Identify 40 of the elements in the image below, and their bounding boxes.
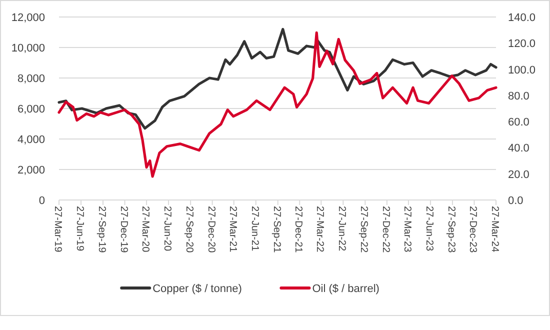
y2-tick-label: 60.0 bbox=[508, 116, 530, 129]
legend-label: Oil ($ / barrel) bbox=[312, 283, 380, 295]
x-tick-label: 27-Sep-21 bbox=[270, 206, 282, 254]
x-tick-label: 27-Sep-22 bbox=[358, 206, 370, 254]
x-tick-label: 27-Dec-23 bbox=[467, 206, 478, 254]
y2-tick-label: 0.0 bbox=[508, 195, 524, 207]
y-tick-label: 8,000 bbox=[17, 73, 45, 85]
y-tick-label: 6,000 bbox=[17, 104, 45, 116]
x-tick-label: 27-Sep-19 bbox=[96, 206, 108, 254]
y-tick-label: 0 bbox=[38, 195, 45, 207]
legend-label: Copper ($ / tonne) bbox=[152, 283, 242, 295]
line-series bbox=[58, 28, 498, 130]
y2-tick-label: 20.0 bbox=[508, 168, 530, 181]
x-tick-label: 27-Dec-21 bbox=[292, 206, 304, 254]
y-tick-label: 2,000 bbox=[17, 164, 45, 176]
x-tick-label: 27-Sep-20 bbox=[184, 206, 195, 254]
x-tick-label: 27-Mar-20 bbox=[140, 206, 151, 253]
x-tick-label: 27-Jun-23 bbox=[423, 206, 434, 252]
y2-tick-label: 140.0 bbox=[508, 12, 536, 24]
x-tick-label: 27-Mar-23 bbox=[401, 206, 412, 253]
x-tick-label: 27-Mar-24 bbox=[489, 206, 500, 253]
x-tick-label: 27-Dec-22 bbox=[380, 206, 391, 254]
x-tick-label: 27-Mar-19 bbox=[52, 206, 63, 253]
y2-tick-label: 80.0 bbox=[508, 90, 530, 102]
line-series bbox=[58, 31, 498, 178]
y-tick-label: 4,000 bbox=[17, 134, 45, 146]
y-tick-label: 10,000 bbox=[11, 42, 45, 54]
x-tick-label: 27-Jun-19 bbox=[74, 206, 86, 252]
x-tick-label: 27-Jun-22 bbox=[336, 206, 348, 252]
x-tick-label: 27-Jun-20 bbox=[162, 206, 173, 252]
x-tick-label: 27-Dec-19 bbox=[118, 206, 129, 254]
x-tick-label: 27-Mar-22 bbox=[314, 206, 326, 253]
y-tick-label: 12,000 bbox=[11, 12, 45, 24]
x-tick-label: 27-Mar-21 bbox=[226, 206, 238, 253]
y2-tick-label: 40.0 bbox=[508, 142, 530, 155]
x-tick-label: 27-Dec-20 bbox=[205, 206, 216, 254]
x-tick-label: 27-Sep-23 bbox=[445, 206, 456, 254]
y2-tick-label: 120.0 bbox=[508, 38, 536, 50]
y2-tick-label: 100.0 bbox=[508, 64, 536, 76]
x-tick-label: 27-Jun-21 bbox=[248, 206, 260, 252]
